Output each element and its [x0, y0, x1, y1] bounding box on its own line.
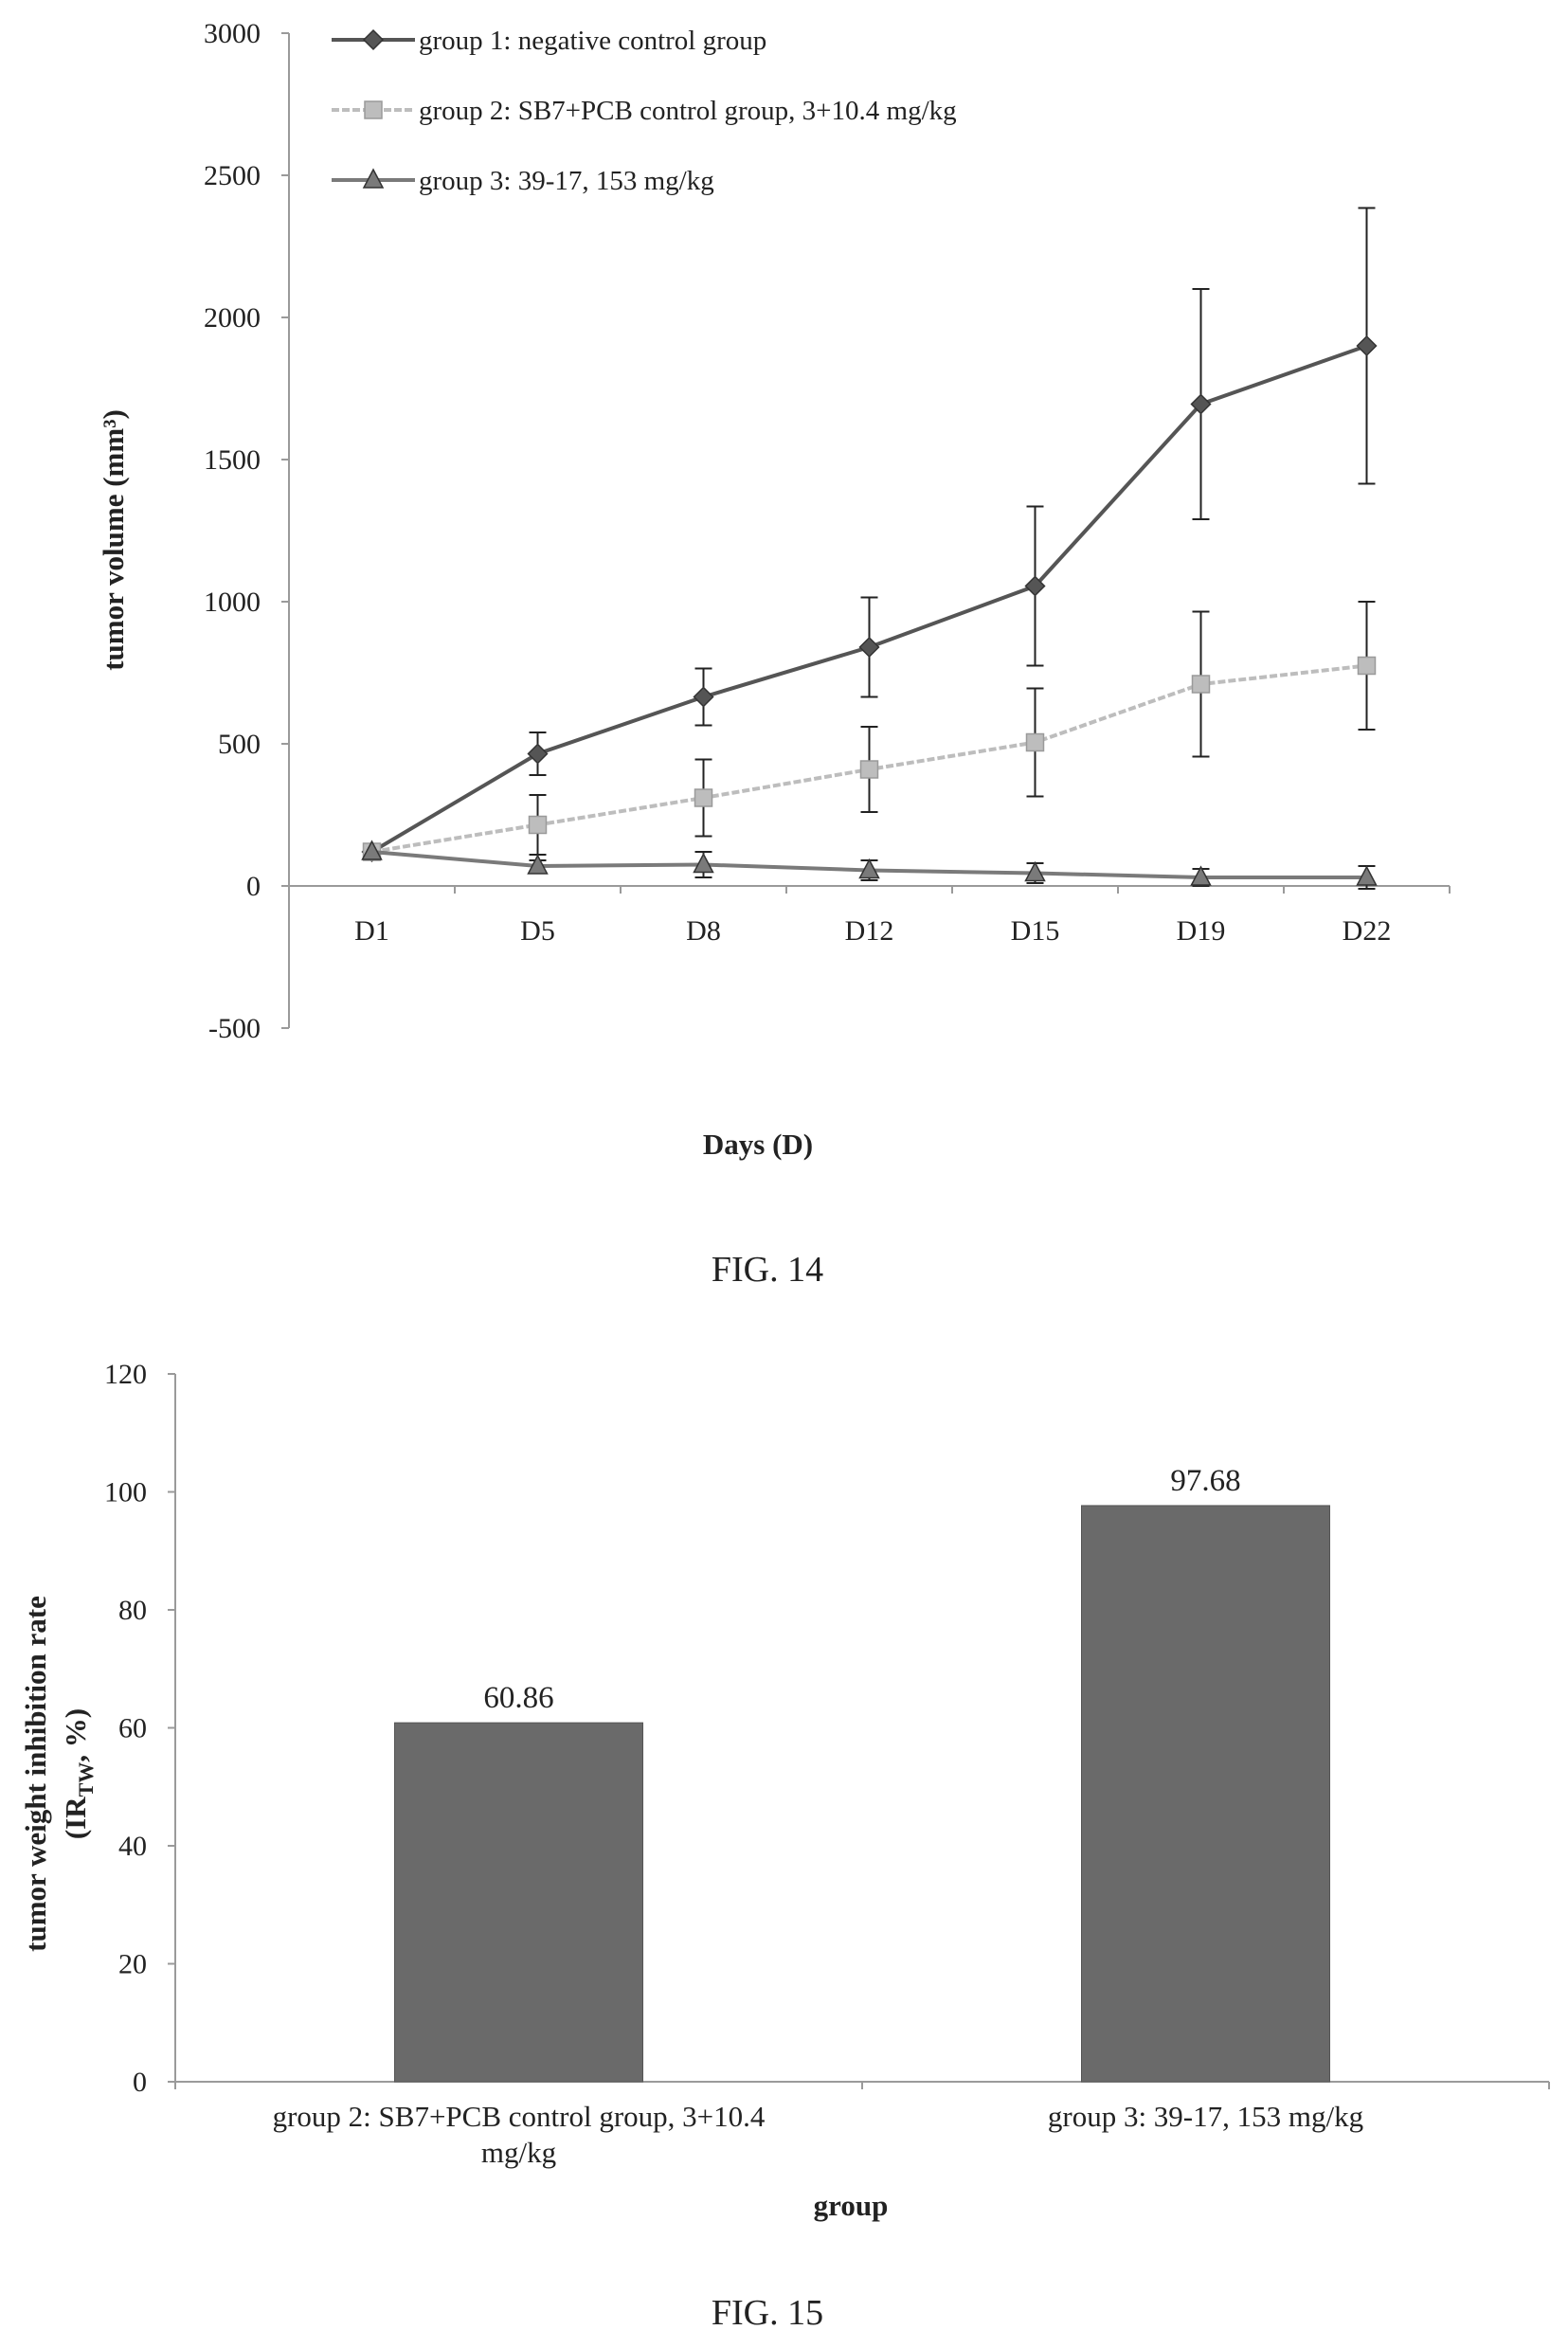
fig14-axes	[281, 32, 1451, 1029]
fig14-data-point	[1356, 865, 1378, 886]
fig14-data-point	[1025, 732, 1045, 752]
fig15-category-label: group 2: SB7+PCB control group, 3+10.4	[273, 2100, 766, 2133]
fig14-data-point	[1191, 675, 1211, 694]
fig14-legend-item-2: group 2: SB7+PCB control group, 3+10.4 m…	[332, 96, 957, 126]
fig14-y-tick-label: 3000	[204, 18, 261, 49]
fig14-legend-marker	[362, 168, 385, 189]
fig14-x-axis-title: Days (D)	[703, 1128, 813, 1161]
fig14-data-point	[361, 840, 383, 860]
fig14-y-tick-label: 2500	[204, 160, 261, 191]
fig15-bar-chart: 0 20 40 60 80 100 120 60.86 97.68 group 2: SB7+…	[19, 1359, 1550, 2333]
fig15-bar-3	[1081, 1505, 1330, 2083]
fig15-caption: FIG. 15	[712, 2293, 823, 2333]
fig14-legend: group 1: negative control group group 2: …	[332, 26, 957, 196]
fig14-series	[361, 207, 1378, 890]
fig14-series-2	[362, 601, 1377, 861]
fig14-y-tick-label: 2000	[204, 302, 261, 334]
fig15-y-tick-label: 60	[118, 1713, 147, 1744]
fig15-y-tick-label: 100	[104, 1477, 147, 1508]
fig14-y-tick-label: -500	[208, 1013, 261, 1044]
fig14-x-tick-label: D15	[1011, 915, 1060, 947]
fig15-x-axis-title: group	[814, 2189, 889, 2222]
fig14-y-tick-label: 1500	[204, 444, 261, 476]
fig14-data-point	[528, 815, 548, 835]
fig14-data-point	[1356, 334, 1378, 357]
fig14-x-tick-label: D12	[845, 915, 894, 947]
fig15-y-axis-title-main: (IR	[59, 1797, 92, 1839]
fig14-data-point	[1190, 393, 1212, 415]
fig14-legend-label: group 3: 39-17, 153 mg/kg	[419, 166, 714, 196]
fig14-x-tick-labels: D1 D5 D8 D12 D15 D19 D22	[354, 915, 1391, 947]
fig14-data-point	[858, 636, 880, 659]
fig14-legend-marker	[364, 100, 383, 119]
fig14-data-point	[858, 858, 880, 879]
fig14-data-point	[693, 686, 714, 708]
fig15-data-label: 60.86	[483, 1681, 553, 1715]
fig14-y-tick-label: 500	[218, 729, 261, 760]
fig15-y-axis-title: tumor weight inhibition rate	[19, 1596, 52, 1952]
fig14-caption: FIG. 14	[712, 1250, 823, 1290]
fig14-y-tick-label: 0	[246, 871, 261, 902]
fig15-y-tick-label: 120	[104, 1359, 147, 1390]
fig15-y-tick-label: 80	[118, 1595, 147, 1626]
fig14-data-point	[693, 852, 714, 874]
fig14-legend-marker	[362, 28, 385, 51]
fig14-data-point	[1357, 656, 1377, 676]
fig14-x-tick-label: D1	[354, 915, 389, 947]
fig15-category-label: group 3: 39-17, 153 mg/kg	[1048, 2100, 1363, 2133]
fig15-y-axis-title-tail: , %)	[59, 1708, 92, 1762]
fig14-legend-item-1: group 1: negative control group	[332, 26, 766, 56]
fig14-data-point	[1024, 575, 1046, 597]
fig15-y-tick-label: 20	[118, 1949, 147, 1980]
fig14-legend-label: group 1: negative control group	[419, 26, 766, 56]
fig15-y-tick-label: 0	[133, 2067, 147, 2098]
fig14-data-point	[694, 788, 713, 807]
fig14-y-axis-title: tumor volume (mm³)	[97, 409, 130, 671]
fig14-y-tick-label: 1000	[204, 587, 261, 618]
fig14-legend-label: group 2: SB7+PCB control group, 3+10.4 m…	[419, 96, 957, 126]
fig14-series-3	[361, 840, 1378, 890]
fig14-data-point	[859, 760, 879, 779]
fig14-data-point	[527, 854, 549, 875]
fig15-data-label: 97.68	[1170, 1464, 1240, 1498]
fig15-category-label: mg/kg	[481, 2136, 556, 2169]
fig15-bar-2	[394, 1722, 643, 2083]
fig15-y-axis-title-sub: TW	[74, 1762, 98, 1797]
fig14-x-tick-label: D19	[1177, 915, 1226, 947]
fig15-y-tick-label: 40	[118, 1831, 147, 1862]
fig15-y-tick-labels: 0 20 40 60 80 100 120	[104, 1359, 147, 2098]
fig14-data-point	[1190, 865, 1212, 886]
fig14-legend-item-3: group 3: 39-17, 153 mg/kg	[332, 166, 714, 196]
fig14-x-tick-label: D22	[1343, 915, 1392, 947]
fig15-bars: 60.86 97.68	[394, 1464, 1330, 2083]
fig14-data-point	[527, 743, 549, 765]
fig15-category-labels: group 2: SB7+PCB control group, 3+10.4mg…	[273, 2100, 1364, 2169]
fig15-axes	[168, 1373, 1550, 2089]
fig15-y-axis-title-line2: (IRTW, %)	[59, 1708, 98, 1839]
fig14-y-tick-labels: -500 0 500 1000 1500 2000 2500 3000	[204, 18, 261, 1044]
fig14-data-point	[1024, 860, 1046, 882]
fig14-x-tick-label: D5	[520, 915, 555, 947]
fig14-x-tick-label: D8	[686, 915, 721, 947]
